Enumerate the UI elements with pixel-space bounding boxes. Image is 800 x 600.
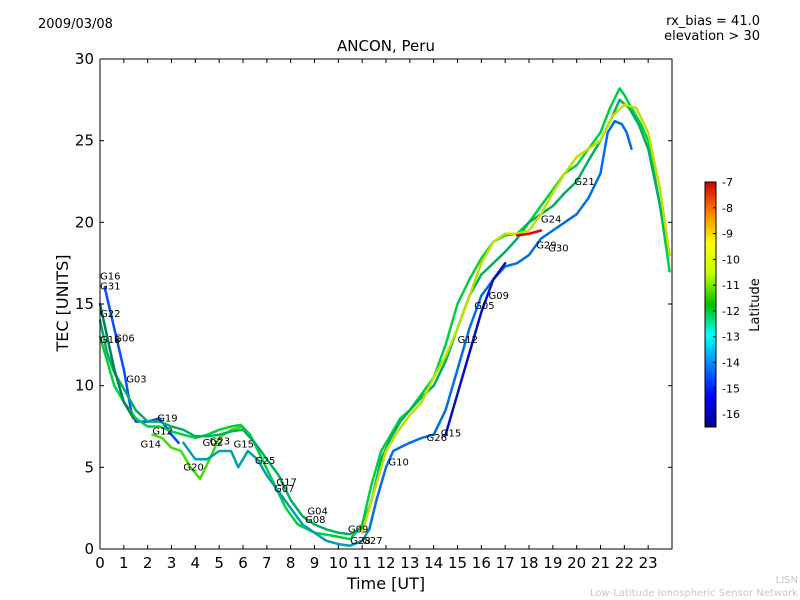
prn-label-g29: G29: [536, 241, 556, 252]
series-line-6: [368, 119, 633, 531]
y-tick-label: 20: [75, 213, 94, 231]
colorbar-ticks: -7 -8 -9 -10 -11 -12 -13 -14 -15 -16: [713, 176, 740, 421]
series-line-3: [98, 87, 671, 541]
series-line-7: [360, 103, 671, 534]
prn-label-g15: G15: [441, 428, 461, 439]
x-tick-label: 6: [238, 554, 248, 572]
prn-label-g17: G17: [276, 477, 296, 488]
prn-label-g30: G30: [548, 244, 568, 255]
prn-label-g03: G03: [126, 374, 146, 385]
elevation-label: elevation > 30: [664, 29, 760, 44]
x-tick-label: 1: [119, 554, 129, 572]
x-tick-label: 8: [286, 554, 296, 572]
prn-label-g28: G28: [350, 536, 370, 547]
plot-frame: [99, 58, 673, 550]
x-tick-label: 22: [615, 554, 634, 572]
y-tick-label: 10: [75, 377, 94, 395]
x-tick-label: 19: [543, 554, 562, 572]
x-tick-label: 10: [329, 554, 348, 572]
y-tick-label: 30: [75, 50, 94, 68]
x-tick-label: 14: [424, 554, 443, 572]
prn-label-g16: G16: [100, 272, 120, 283]
colorbar-label: Latitude: [748, 278, 763, 332]
prn-label-g08: G08: [305, 515, 325, 526]
prn-label-g04: G04: [307, 507, 327, 518]
prn-label-g19: G19: [157, 414, 177, 425]
prn-label-g12: G12: [152, 427, 172, 438]
footer-network-abbrev: LISN: [775, 575, 798, 586]
series-line-9: [515, 229, 543, 237]
x-tick-label: 12: [376, 554, 395, 572]
prn-label-g21: G21: [574, 177, 594, 188]
y-tick-label: 15: [75, 295, 94, 313]
prn-label-g06: G06: [114, 334, 134, 345]
y-tick-label: 0: [84, 540, 94, 558]
colorbar-tick-label: -9: [722, 228, 733, 241]
prn-label-g02: G02: [203, 438, 223, 449]
colorbar-tick-label: -16: [722, 408, 740, 421]
x-tick-label: 5: [214, 554, 224, 572]
prn-label-g18: G18: [100, 335, 120, 346]
x-tick-label: 0: [95, 554, 105, 572]
prn-label-g22: G22: [100, 309, 120, 320]
prn-label-g25: G25: [255, 456, 275, 467]
y-tick-label: 25: [75, 132, 94, 150]
x-tick-label: 15: [448, 554, 467, 572]
x-tick-label: 17: [496, 554, 515, 572]
x-tick-label: 3: [167, 554, 177, 572]
y-tick-label: 5: [84, 458, 94, 476]
colorbar-tick-label: -12: [722, 305, 740, 318]
prn-label-g09: G09: [348, 525, 368, 536]
x-tick-label: 11: [353, 554, 372, 572]
colorbar-tick-label: -8: [722, 202, 733, 215]
x-tick-label: 21: [591, 554, 610, 572]
colorbar-tick-label: -10: [722, 253, 740, 266]
x-tick-label: 20: [567, 554, 586, 572]
x-tick-label: 23: [639, 554, 658, 572]
prn-label-g31: G31: [100, 281, 120, 292]
colorbar-tick-label: -15: [722, 382, 740, 395]
prn-label-g12: G12: [458, 335, 478, 346]
colorbar-tick-label: -7: [722, 176, 733, 189]
series-line-10: [98, 302, 135, 420]
chart-title: ANCON, Peru: [337, 37, 435, 55]
prn-label-g26: G26: [427, 433, 447, 444]
prn-label-g15: G15: [234, 440, 254, 451]
y-axis-label: TEC [UNITS]: [53, 255, 72, 353]
colorbar: [704, 181, 717, 428]
prn-label-g27: G27: [362, 536, 382, 547]
colorbar-tick-label: -11: [722, 279, 740, 292]
prn-label-g09: G09: [489, 291, 509, 302]
rx-bias-label: rx_bias = 41.0: [666, 14, 760, 29]
axis-layer: 0 1 2 3 4 5 6 7 8 9 10 11 12 13 14 15 16 17 18 19 20 21 22 2305…: [75, 50, 672, 572]
series-line-4: [98, 98, 671, 536]
x-tick-label: 2: [143, 554, 153, 572]
prn-label-g14: G14: [141, 440, 161, 451]
x-tick-label: 13: [400, 554, 419, 572]
prn-label-g24: G24: [541, 214, 561, 225]
prn-label-g20: G20: [183, 463, 203, 474]
footer-network-name: Low-Latitude Ionospheric Sensor Network: [590, 588, 798, 599]
colorbar-tick-label: -13: [722, 331, 740, 344]
prn-label-g05: G05: [474, 301, 494, 312]
x-tick-label: 9: [310, 554, 320, 572]
prn-label-g23: G23: [210, 437, 230, 448]
x-axis-label: Time [UT]: [346, 574, 426, 593]
prn-label-g10: G10: [388, 458, 408, 469]
series-line-8: [444, 261, 507, 436]
series-layer: [98, 87, 671, 547]
colorbar-tick-label: -14: [722, 357, 740, 370]
x-tick-label: 18: [519, 554, 538, 572]
prn-label-g07: G07: [274, 484, 294, 495]
date-label: 2009/03/08: [38, 17, 113, 32]
series-line-5: [182, 441, 371, 547]
x-tick-label: 7: [262, 554, 272, 572]
x-tick-label: 16: [472, 554, 491, 572]
x-tick-label: 4: [191, 554, 201, 572]
